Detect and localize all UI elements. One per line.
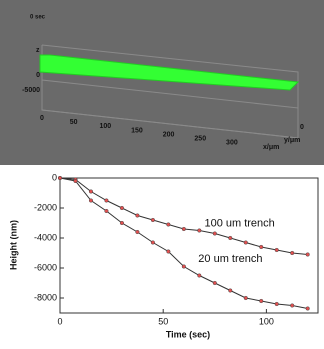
point xyxy=(89,190,93,194)
point xyxy=(306,307,310,311)
x-tick-label: 100 xyxy=(259,316,274,326)
y-axis-title: Height (nm) xyxy=(8,220,18,270)
point xyxy=(182,227,186,231)
point xyxy=(275,248,279,252)
point xyxy=(136,214,140,218)
x-tick-label: 150 xyxy=(131,127,143,134)
y-tick-label: -2000 xyxy=(34,202,57,212)
x-axis-label: x/μm xyxy=(263,144,279,151)
x-tick-label: 100 xyxy=(99,123,111,130)
point xyxy=(74,179,78,183)
x-tick-label: 250 xyxy=(194,136,206,143)
x-tick-label: 50 xyxy=(70,119,78,126)
z-tick-label: -5000 xyxy=(22,87,40,94)
x-tick-label: 0 xyxy=(40,115,44,122)
y-tick-label: -8000 xyxy=(34,292,57,302)
y-tick-label: 0 xyxy=(52,172,57,182)
x-axis-title: Time (sec) xyxy=(166,329,210,339)
point xyxy=(259,299,263,303)
point xyxy=(213,232,217,236)
y-tick-label: -4000 xyxy=(34,232,57,242)
x-tick-label: 0 xyxy=(57,316,62,326)
point xyxy=(275,302,279,306)
point xyxy=(89,199,93,203)
annotation: 20 um trench xyxy=(198,253,262,265)
point xyxy=(120,206,124,210)
point xyxy=(182,265,186,269)
point xyxy=(198,274,202,278)
x-tick-label: 200 xyxy=(163,131,175,138)
point xyxy=(198,229,202,233)
plot-frame xyxy=(60,178,318,313)
point xyxy=(105,199,109,203)
point xyxy=(228,289,232,293)
point xyxy=(120,221,124,225)
series-line xyxy=(60,178,308,255)
point xyxy=(151,218,155,222)
point xyxy=(105,209,109,213)
point xyxy=(244,296,248,300)
point xyxy=(58,176,62,180)
y-tick-label: 0 xyxy=(300,124,304,131)
point xyxy=(167,250,171,254)
point xyxy=(213,281,217,285)
point xyxy=(290,304,294,308)
y-tick-label: -6000 xyxy=(34,262,57,272)
x-tick-label: 50 xyxy=(158,316,168,326)
point xyxy=(306,253,310,257)
point xyxy=(290,251,294,255)
point xyxy=(244,241,248,245)
point xyxy=(136,230,140,234)
point xyxy=(259,245,263,249)
figure: 0 sec z x/μm y/μm Time (sec) Height (nm)… xyxy=(0,0,324,344)
series-line xyxy=(60,178,308,309)
y-axis-label: y/μm xyxy=(284,137,300,144)
x-tick-label: 300 xyxy=(226,140,238,147)
point xyxy=(167,223,171,227)
render-title: 0 sec xyxy=(30,15,46,21)
annotation: 100 um trench xyxy=(204,218,274,230)
z-tick-label: 0 xyxy=(36,72,40,79)
z-axis-label: z xyxy=(36,47,40,54)
point xyxy=(228,236,232,240)
point xyxy=(151,241,155,245)
